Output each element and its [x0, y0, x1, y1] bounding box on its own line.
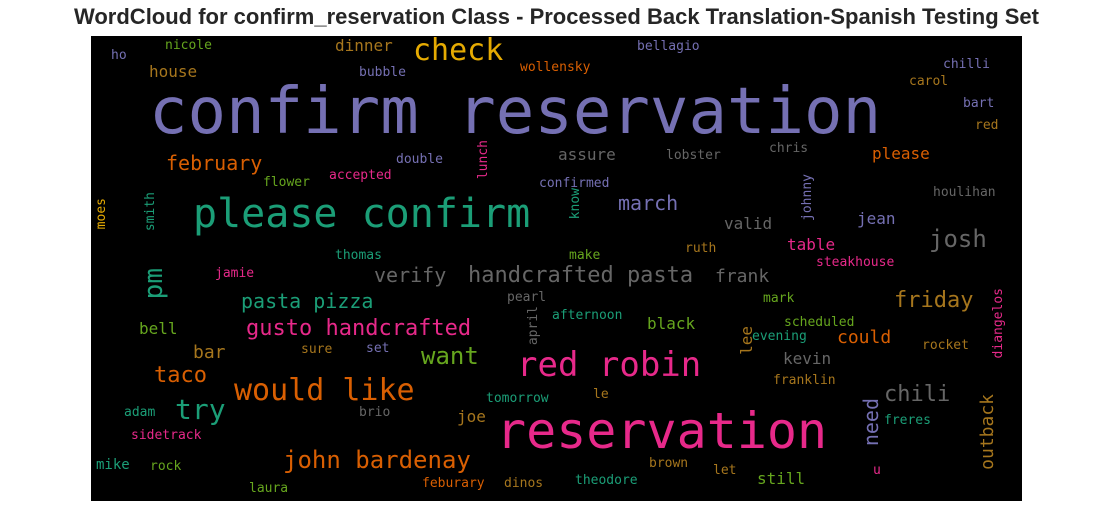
word-josh: josh [929, 225, 987, 253]
word-table: table [787, 235, 836, 254]
word-chili: chili [884, 382, 951, 407]
word-april: april [526, 306, 541, 346]
word-want: want [421, 342, 479, 370]
word-bell: bell [139, 319, 178, 338]
word-could: could [837, 327, 892, 348]
word-assure: assure [558, 145, 616, 164]
word-nicole: nicole [165, 38, 212, 53]
wordcloud-canvas: confirm reservation reservation please con… [91, 36, 1022, 501]
word-check: check [413, 36, 504, 68]
word-pm: pm [139, 268, 169, 300]
word-make: make [569, 248, 601, 263]
word-know: know [568, 188, 583, 220]
word-mike: mike [96, 457, 130, 473]
word-smith: smith [143, 192, 158, 232]
word-frank: frank [715, 266, 770, 287]
word-chris: chris [769, 141, 809, 156]
word-need: need [859, 398, 883, 447]
word-flower: flower [263, 175, 310, 190]
word-laura: laura [249, 481, 289, 496]
word-rocket: rocket [922, 338, 969, 353]
word-ho: ho [111, 48, 127, 63]
word-taco: taco [154, 363, 207, 388]
chart-title: WordCloud for confirm_reservation Class … [74, 4, 1039, 29]
word-rock: rock [150, 459, 182, 474]
word-ruth: ruth [685, 241, 717, 256]
word-black: black [647, 314, 696, 333]
word-still: still [757, 469, 806, 488]
word-double: double [396, 152, 443, 167]
word-handcrafted-pasta: handcrafted pasta [468, 263, 694, 288]
word-carol: carol [909, 74, 949, 89]
word-jamie: jamie [215, 266, 255, 281]
word-johnny: johnny [800, 174, 815, 221]
word-set: set [366, 341, 390, 356]
word-dinner: dinner [335, 36, 393, 55]
word-sidetrack: sidetrack [131, 428, 202, 443]
word-verify: verify [374, 263, 447, 287]
word-outback: outback [977, 394, 998, 470]
word-february: february [166, 151, 263, 175]
word-joe: joe [457, 407, 486, 426]
word-would-like: would like [234, 373, 415, 408]
word-diangelos: diangelos [991, 288, 1006, 359]
word-franklin: franklin [773, 373, 836, 388]
word-theodore: theodore [575, 473, 638, 488]
word-mark: mark [763, 291, 795, 306]
word-feburary: feburary [422, 476, 485, 491]
word-please-confirm: please confirm [193, 191, 531, 237]
word-thomas: thomas [335, 248, 382, 263]
word-brown: brown [649, 456, 689, 471]
word-lobster: lobster [666, 148, 721, 163]
word-le: le [593, 387, 609, 402]
word-afternoon: afternoon [552, 308, 623, 323]
word-u: u [873, 463, 881, 478]
word-wollensky: wollensky [520, 60, 591, 75]
word-john-bardenay: john bardenay [283, 446, 471, 474]
word-kevin: kevin [783, 349, 832, 368]
word-red-robin: red robin [517, 345, 702, 385]
word-march: march [618, 191, 679, 215]
word-bellagio: bellagio [637, 39, 700, 54]
word-please: please [872, 144, 930, 163]
word-tomorrow: tomorrow [486, 391, 549, 406]
word-lunch: lunch [476, 140, 491, 180]
word-valid: valid [724, 214, 773, 233]
word-freres: freres [884, 413, 931, 428]
word-steakhouse: steakhouse [816, 255, 895, 270]
word-jean: jean [857, 209, 896, 228]
word-house: house [149, 62, 198, 81]
word-moes: moes [94, 198, 109, 230]
word-reservation: reservation [496, 402, 828, 460]
word-friday: friday [894, 288, 974, 313]
word-gusto-handcrafted: gusto handcrafted [246, 316, 472, 341]
word-evening: evening [752, 329, 807, 344]
word-confirmed: confirmed [539, 176, 610, 191]
word-houlihan: houlihan [933, 185, 996, 200]
word-sure: sure [301, 342, 333, 357]
word-let: let [713, 463, 737, 478]
word-chilli: chilli [943, 57, 990, 72]
word-confirm-reservation: confirm reservation [149, 75, 882, 149]
word-pearl: pearl [507, 290, 547, 305]
word-accepted: accepted [329, 168, 392, 183]
word-dinos: dinos [504, 476, 544, 491]
word-red: red [975, 118, 999, 133]
word-adam: adam [124, 405, 156, 420]
word-try: try [175, 393, 226, 426]
word-bubble: bubble [359, 65, 406, 80]
word-bart: bart [963, 96, 995, 111]
word-brio: brio [359, 405, 391, 420]
word-bar: bar [193, 342, 226, 363]
word-scheduled: scheduled [784, 315, 855, 330]
word-pasta-pizza: pasta pizza [241, 289, 374, 313]
